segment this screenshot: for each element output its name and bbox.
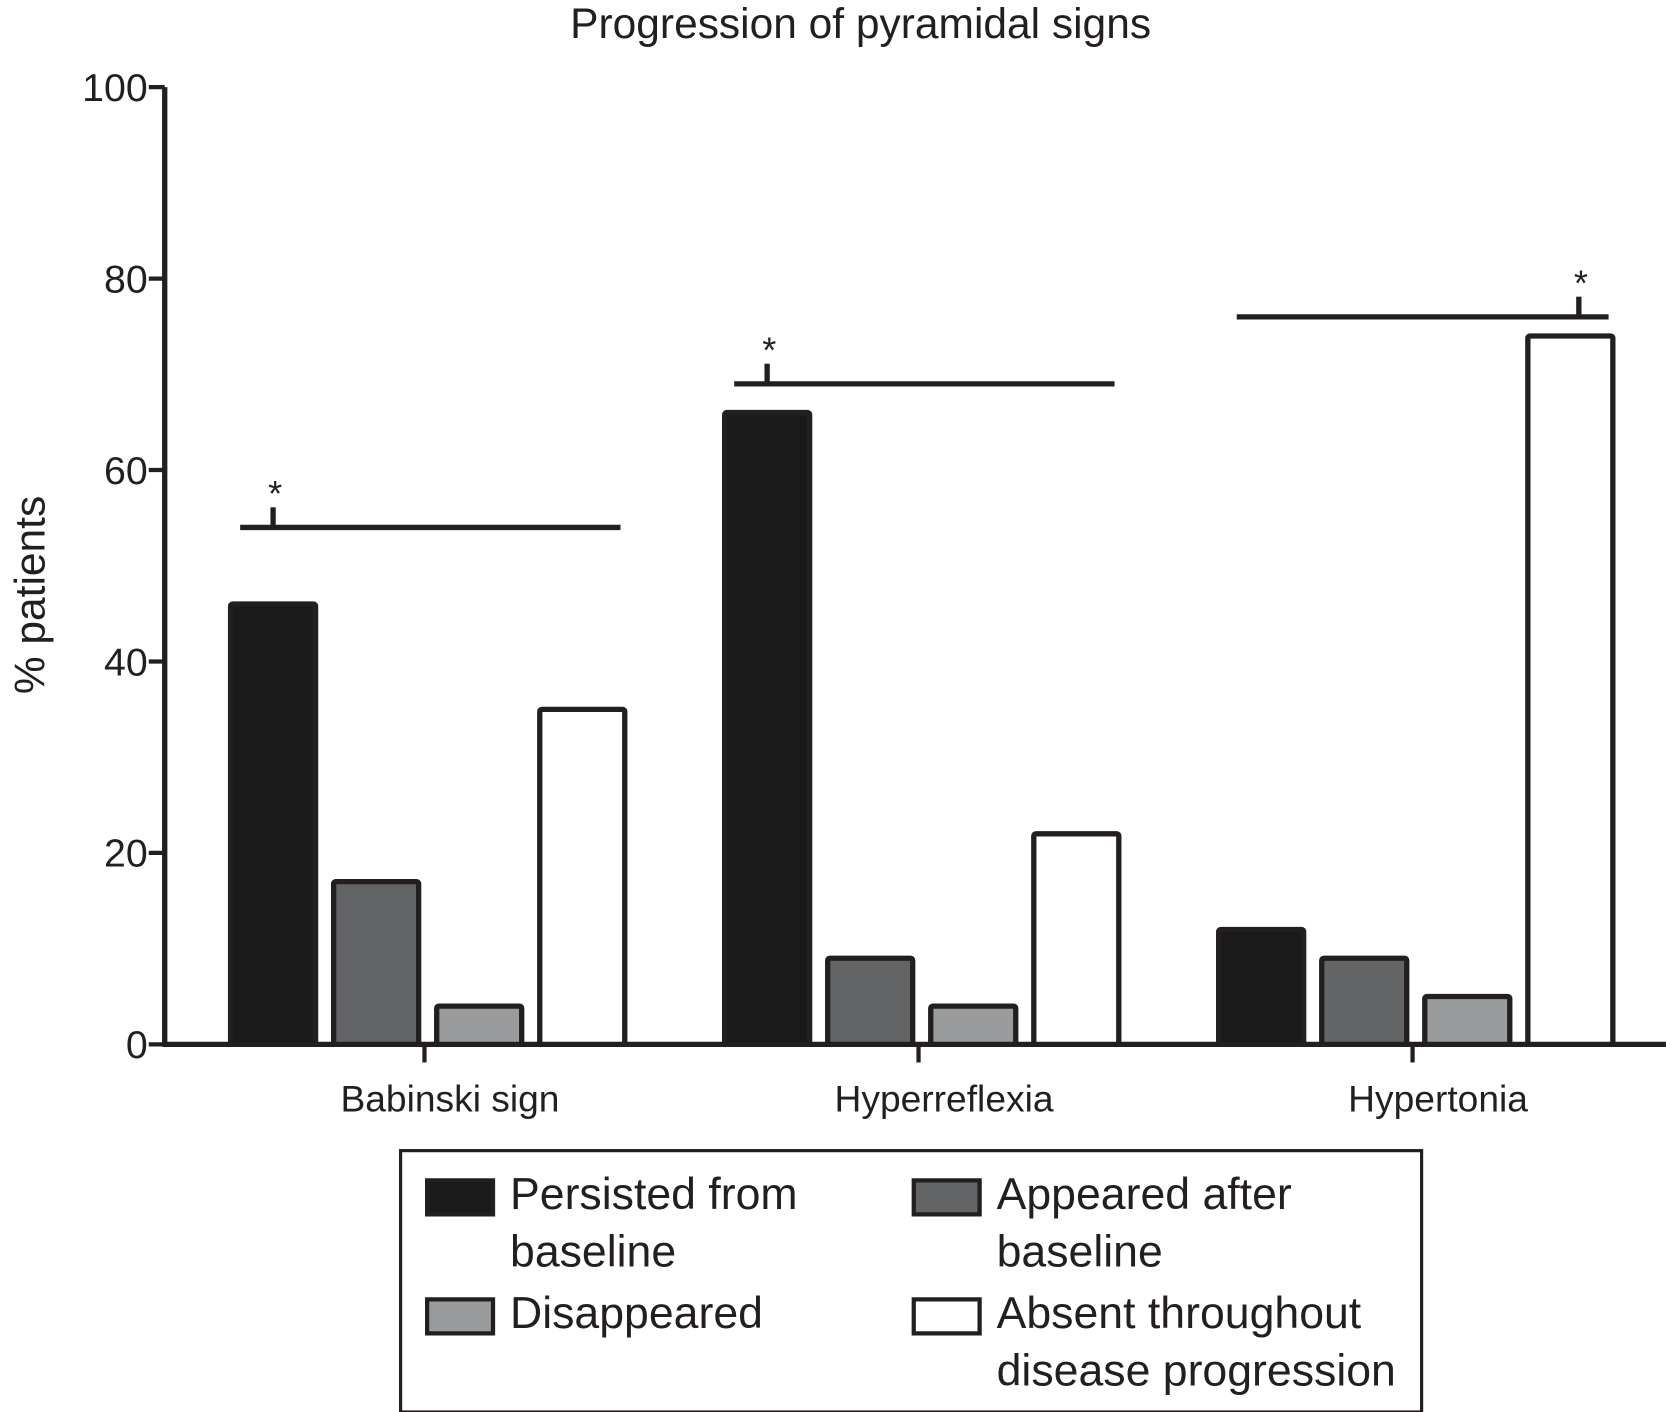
bar-disappeared bbox=[928, 1003, 1019, 1048]
legend-label: Absent throughout bbox=[997, 1289, 1362, 1338]
bar-disappeared bbox=[434, 1003, 525, 1048]
bar-persisted-from-baseline bbox=[721, 409, 813, 1048]
category-label: Hyperreflexia bbox=[835, 1077, 1054, 1119]
y-axis-label: % patients bbox=[8, 496, 55, 694]
bar-appeared-after-baseline bbox=[825, 955, 916, 1048]
category-label: Babinski sign bbox=[340, 1077, 559, 1119]
bar-appeared-after-baseline bbox=[1319, 955, 1410, 1048]
y-tick-label: 100 bbox=[82, 66, 148, 110]
significance-asterisk: * bbox=[762, 330, 776, 371]
y-tick-label: 20 bbox=[104, 832, 148, 876]
bar-absent-throughout-disease-progression bbox=[1031, 831, 1122, 1048]
y-tick-label: 40 bbox=[104, 640, 148, 684]
y-tick-label: 0 bbox=[126, 1023, 148, 1067]
legend-box bbox=[398, 1149, 1424, 1412]
significance-asterisk: * bbox=[268, 473, 282, 514]
bar-disappeared bbox=[1422, 993, 1513, 1048]
bar-appeared-after-baseline bbox=[330, 878, 422, 1048]
bar-persisted-from-baseline bbox=[1216, 926, 1307, 1048]
legend: Persisted from baseline Appeared after base… bbox=[398, 1149, 1424, 1412]
significance-asterisk: * bbox=[1574, 263, 1588, 304]
legend-swatch bbox=[425, 1178, 496, 1217]
legend-label: disease progression bbox=[997, 1346, 1396, 1395]
y-tick-label: 80 bbox=[104, 257, 148, 301]
legend-label: baseline bbox=[997, 1227, 1163, 1276]
bar-absent-throughout-disease-progression bbox=[1525, 333, 1616, 1048]
legend-swatch bbox=[425, 1297, 496, 1336]
plot-area: 0 20 40 60 80 100 Babinski sign * Hyperreflexia *… bbox=[82, 66, 1666, 1119]
chart-title: Progression of pyramidal signs bbox=[570, 1, 1151, 48]
legend-label: Persisted from bbox=[510, 1170, 798, 1219]
legend-swatch bbox=[911, 1297, 982, 1336]
bar-persisted-from-baseline bbox=[227, 601, 319, 1048]
legend-label: Appeared after bbox=[997, 1170, 1292, 1219]
bar-absent-throughout-disease-progression bbox=[537, 706, 628, 1048]
legend-label: Disappeared bbox=[510, 1289, 763, 1338]
legend-swatch bbox=[911, 1178, 982, 1217]
legend-label: baseline bbox=[510, 1227, 676, 1276]
y-tick-label: 60 bbox=[104, 449, 148, 493]
category-label: Hypertonia bbox=[1348, 1077, 1528, 1119]
